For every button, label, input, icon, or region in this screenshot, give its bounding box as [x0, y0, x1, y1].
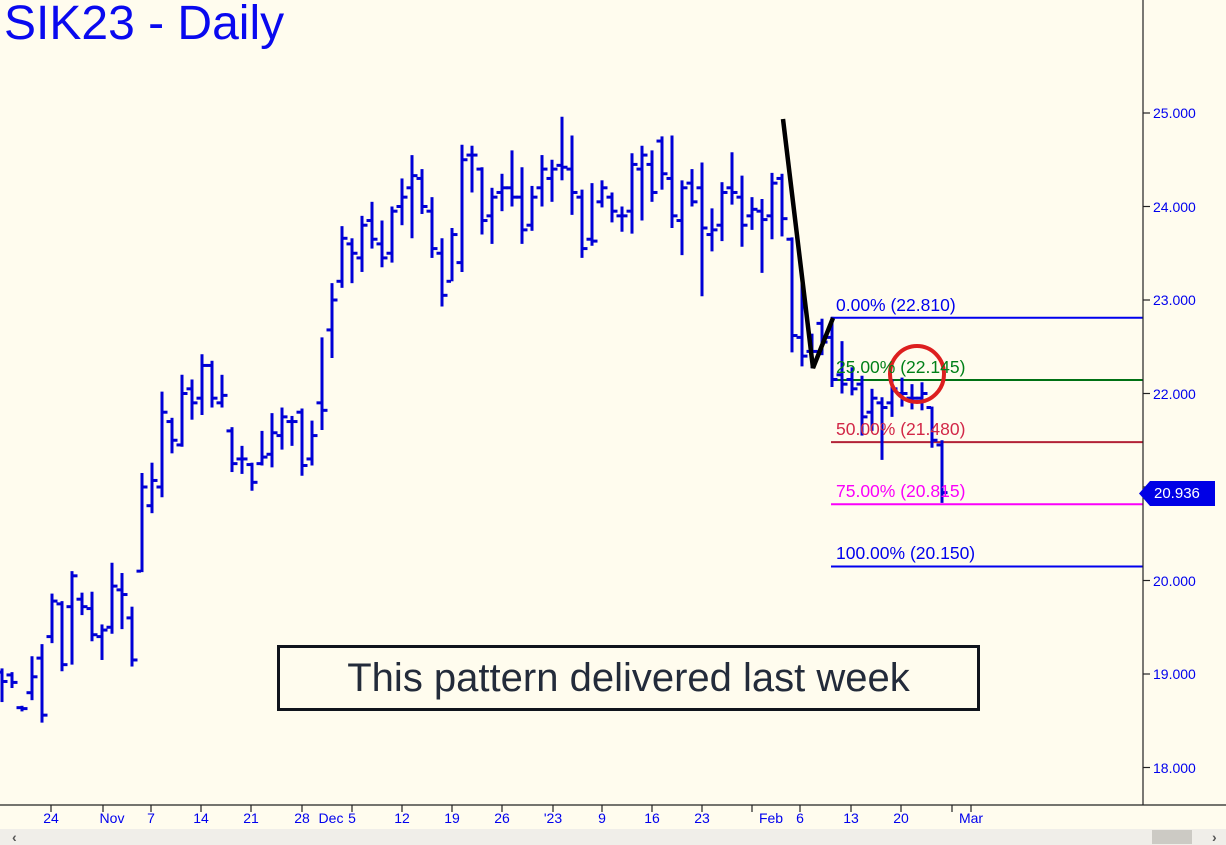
x-axis-label: 7	[147, 810, 155, 826]
x-axis-label: 23	[694, 810, 710, 826]
x-axis-label: Mar	[958, 810, 984, 826]
x-axis-label: Dec	[318, 810, 344, 826]
x-axis-label: 13	[843, 810, 859, 826]
fib-level-label: 25.00% (22.145)	[836, 356, 966, 377]
x-axis-label: 19	[444, 810, 460, 826]
annotation-callout-box: This pattern delivered last week	[277, 645, 980, 711]
x-axis-label: 20	[893, 810, 909, 826]
x-axis-label: Feb	[758, 810, 784, 826]
fib-level-label: 0.00% (22.810)	[836, 294, 956, 315]
y-axis-label: 18.000	[1153, 759, 1196, 776]
x-axis-label: 16	[644, 810, 660, 826]
trendline-annotation	[780, 118, 836, 369]
x-axis-label: Nov	[99, 810, 125, 826]
last-price-value: 20.936	[1154, 485, 1200, 502]
x-axis-label: 24	[43, 810, 59, 826]
y-axis-label: 23.000	[1153, 292, 1196, 308]
x-axis-label: 9	[598, 810, 606, 826]
circle-annotation	[888, 344, 946, 404]
x-axis-label: 21	[243, 810, 259, 826]
y-axis-label: 24.000	[1153, 198, 1196, 215]
x-axis-label: 6	[796, 810, 804, 826]
x-axis-label: 14	[193, 810, 209, 826]
scroll-right-arrow[interactable]: ›	[1212, 829, 1217, 845]
horizontal-scrollbar[interactable]: ‹ ›	[0, 829, 1226, 845]
scrollbar-thumb[interactable]	[1152, 830, 1192, 844]
y-axis-label: 20.000	[1153, 572, 1196, 589]
y-axis-label: 22.000	[1153, 385, 1196, 402]
x-axis-label: 28	[294, 810, 310, 826]
y-axis-label: 25.000	[1153, 105, 1196, 121]
fib-level-label: 75.00% (20.815)	[836, 481, 966, 502]
x-axis-label: 26	[494, 810, 510, 826]
annotation-callout-text: This pattern delivered last week	[347, 655, 910, 700]
x-axis-label: 12	[394, 810, 410, 826]
x-axis-label: 5	[348, 810, 356, 826]
fib-level-label: 100.00% (20.150)	[836, 543, 976, 564]
scroll-left-arrow[interactable]: ‹	[12, 829, 17, 845]
y-axis-label: 19.000	[1153, 666, 1196, 682]
chart-title: SIK23 - Daily	[4, 0, 285, 50]
x-axis-label: '23	[543, 810, 563, 826]
fib-level-label: 50.00% (21.480)	[836, 419, 966, 440]
last-price-badge: 20.936	[1139, 481, 1215, 506]
